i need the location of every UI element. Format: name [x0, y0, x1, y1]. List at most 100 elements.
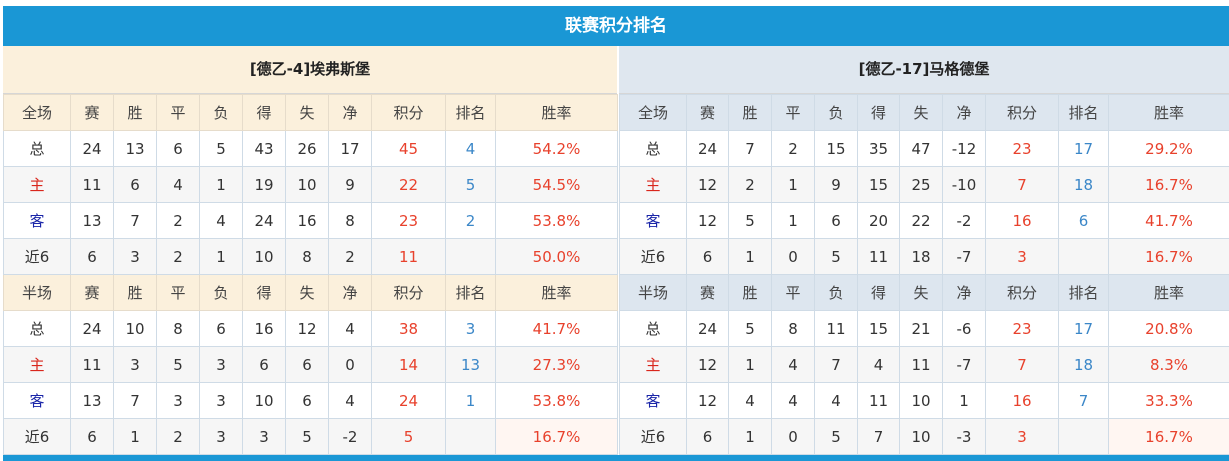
cell-diff: -2 [942, 202, 986, 239]
column-header-rank: 排名 [445, 274, 496, 311]
cell-label: 总 [3, 310, 71, 347]
cell-for: 6 [242, 346, 286, 383]
cell-played: 13 [70, 202, 114, 239]
column-header-lost: 负 [199, 94, 243, 131]
cell-rate: 54.5% [495, 166, 618, 203]
cell-lost: 3 [199, 382, 243, 419]
cell-points: 45 [371, 130, 446, 167]
cell-played: 24 [686, 310, 729, 347]
cell-rank [1058, 418, 1109, 455]
cell-lost: 1 [199, 238, 243, 275]
cell-diff: -3 [942, 418, 986, 455]
cell-against: 21 [899, 310, 943, 347]
cell-rate: 53.8% [495, 202, 618, 239]
cell-diff: 2 [328, 238, 372, 275]
section-label: 全场 [619, 94, 687, 131]
cell-rank: 7 [1058, 382, 1109, 419]
cell-rank: 1 [445, 382, 496, 419]
section-label: 半场 [619, 274, 687, 311]
cell-against: 26 [285, 130, 329, 167]
section-label: 半场 [3, 274, 71, 311]
column-header-points: 积分 [371, 94, 446, 131]
cell-rank: 6 [1058, 202, 1109, 239]
cell-rate: 27.3% [495, 346, 618, 383]
cell-against: 25 [899, 166, 943, 203]
cell-rate: 41.7% [1108, 202, 1229, 239]
full-header-row: 全场赛胜平负得失净积分 排名 胜率 [3, 94, 618, 131]
cell-label: 近6 [619, 418, 687, 455]
cell-rate: 8.3% [1108, 346, 1229, 383]
cell-label: 近6 [3, 238, 71, 275]
cell-rank: 18 [1058, 346, 1109, 383]
table-row: 客 13 7 3 3 10 6 4 24 1 53.8% [3, 382, 618, 419]
cell-won: 1 [728, 418, 772, 455]
cell-label: 主 [619, 166, 687, 203]
cell-lost: 4 [199, 202, 243, 239]
cell-won: 3 [113, 346, 157, 383]
cell-points: 38 [371, 310, 446, 347]
cell-lost: 3 [199, 418, 243, 455]
cell-diff: 8 [328, 202, 372, 239]
cell-drawn: 0 [771, 418, 815, 455]
cell-against: 5 [285, 418, 329, 455]
cell-rank: 17 [1058, 130, 1109, 167]
cell-rank [1058, 238, 1109, 275]
cell-for: 10 [242, 382, 286, 419]
column-header-won: 胜 [113, 94, 157, 131]
table-row: 客 12 5 1 6 20 22 -2 16 6 41.7% [619, 202, 1229, 239]
cell-won: 5 [728, 310, 772, 347]
cell-won: 10 [113, 310, 157, 347]
cell-against: 10 [899, 418, 943, 455]
cell-diff: -10 [942, 166, 986, 203]
cell-won: 1 [728, 238, 772, 275]
cell-lost: 5 [199, 130, 243, 167]
cell-points: 23 [985, 310, 1059, 347]
column-header-rate: 胜率 [495, 94, 618, 131]
cell-against: 6 [285, 346, 329, 383]
half-header-row: 半场赛胜平负得失净积分 排名 胜率 [3, 274, 618, 311]
full-header-row: 全场赛胜平负得失净积分 排名 胜率 [619, 94, 1229, 131]
cell-for: 35 [857, 130, 900, 167]
cell-diff: -2 [328, 418, 372, 455]
cell-drawn: 8 [771, 310, 815, 347]
cell-for: 19 [242, 166, 286, 203]
cell-lost: 7 [814, 346, 858, 383]
cell-label: 主 [3, 166, 71, 203]
column-header-diff: 净 [328, 274, 372, 311]
column-header-against: 失 [899, 94, 943, 131]
cell-played: 6 [70, 418, 114, 455]
section-label: 全场 [3, 94, 71, 131]
cell-rate: 53.8% [495, 382, 618, 419]
cell-points: 24 [371, 382, 446, 419]
column-header-for: 得 [242, 274, 286, 311]
column-header-diff: 净 [942, 94, 986, 131]
cell-label: 近6 [3, 418, 71, 455]
cell-for: 24 [242, 202, 286, 239]
column-header-diff: 净 [942, 274, 986, 311]
cell-points: 23 [371, 202, 446, 239]
cell-diff: 17 [328, 130, 372, 167]
cell-rate: 41.7% [495, 310, 618, 347]
cell-drawn: 3 [156, 382, 200, 419]
cell-won: 3 [113, 238, 157, 275]
cell-drawn: 5 [156, 346, 200, 383]
column-header-rank: 排名 [1058, 94, 1109, 131]
cell-against: 10 [899, 382, 943, 419]
cell-played: 11 [70, 346, 114, 383]
cell-against: 6 [285, 382, 329, 419]
cell-for: 15 [857, 166, 900, 203]
cell-label: 总 [619, 130, 687, 167]
cell-rank [445, 238, 496, 275]
cell-against: 8 [285, 238, 329, 275]
cell-diff: 1 [942, 382, 986, 419]
column-header-rate: 胜率 [495, 274, 618, 311]
table-row: 总 24 5 8 11 15 21 -6 23 17 20.8% [619, 310, 1229, 347]
column-header-for: 得 [857, 94, 900, 131]
column-header-against: 失 [899, 274, 943, 311]
cell-lost: 1 [199, 166, 243, 203]
cell-lost: 15 [814, 130, 858, 167]
cell-won: 1 [113, 418, 157, 455]
cell-rank: 3 [445, 310, 496, 347]
cell-diff: 4 [328, 310, 372, 347]
cell-won: 7 [728, 130, 772, 167]
